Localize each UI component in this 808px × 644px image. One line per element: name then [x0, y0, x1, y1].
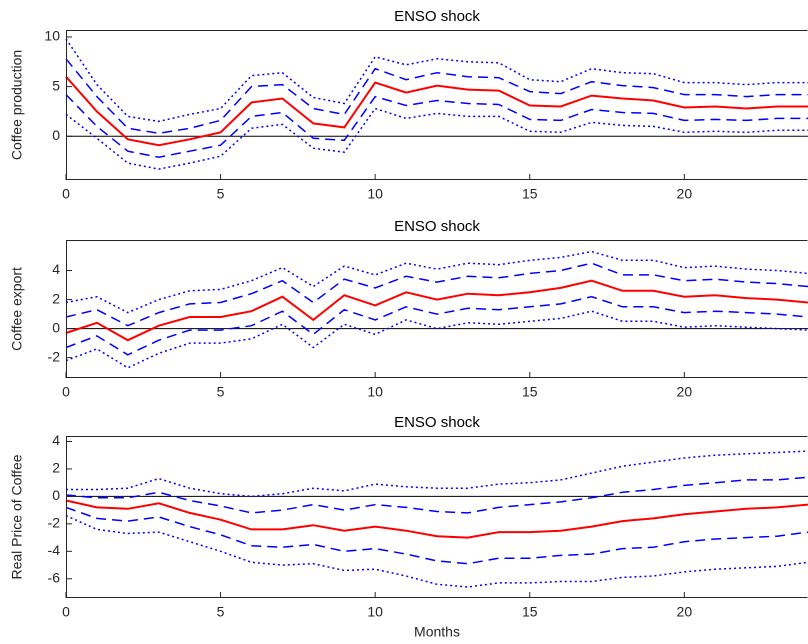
series-line — [65, 295, 808, 356]
x-tick-label: 5 — [217, 384, 225, 400]
x-tick-label: 10 — [367, 384, 383, 400]
y-tick-label: 0 — [52, 319, 60, 335]
series-line — [65, 250, 808, 314]
y-tick-label: -6 — [48, 569, 61, 585]
x-axis-label: Months — [414, 624, 460, 640]
series-line — [65, 310, 808, 369]
series-line — [65, 499, 808, 539]
series-line — [65, 476, 808, 514]
series-line — [65, 76, 808, 147]
chart-title: ENSO shock — [394, 8, 480, 25]
y-tick-label: 4 — [52, 261, 60, 277]
x-tick-label: 15 — [522, 604, 538, 620]
x-tick-label: 20 — [677, 186, 693, 202]
y-axis-label: Coffee export — [9, 267, 25, 351]
x-tick-label: 0 — [62, 384, 70, 400]
series-line — [65, 58, 808, 135]
y-tick-label: 0 — [52, 487, 60, 503]
x-tick-label: 5 — [217, 604, 225, 620]
series-line — [65, 279, 808, 342]
x-tick-label: 0 — [62, 604, 70, 620]
axes-box — [66, 436, 808, 598]
x-tick-label: 20 — [677, 604, 693, 620]
y-tick-label: 5 — [52, 77, 60, 93]
y-tick-label: -4 — [48, 542, 61, 558]
y-tick-label: 4 — [52, 432, 60, 448]
y-tick-label: 0 — [52, 127, 60, 143]
chart-title: ENSO shock — [394, 414, 480, 431]
series-line — [65, 107, 808, 170]
y-axis-label: Coffee production — [9, 50, 25, 160]
series-line — [65, 94, 808, 158]
x-tick-label: 0 — [62, 186, 70, 202]
series-line — [65, 262, 808, 327]
y-tick-label: 10 — [44, 28, 60, 44]
x-tick-label: 5 — [217, 186, 225, 202]
y-axis-label: Real Price of Coffee — [9, 454, 25, 579]
chart-title: ENSO shock — [394, 218, 480, 235]
series-line — [65, 514, 808, 588]
y-tick-label: 2 — [52, 290, 60, 306]
axes-box — [66, 240, 808, 378]
series-line — [66, 450, 808, 498]
x-tick-label: 10 — [367, 186, 383, 202]
series-line — [65, 506, 808, 565]
x-tick-label: 15 — [522, 384, 538, 400]
axes-box — [66, 30, 808, 180]
x-tick-label: 20 — [677, 384, 693, 400]
x-tick-label: 10 — [367, 604, 383, 620]
y-tick-label: -2 — [48, 515, 61, 531]
y-tick-label: 2 — [52, 460, 60, 476]
series-line — [65, 38, 808, 123]
y-tick-label: -2 — [48, 348, 61, 364]
x-tick-label: 15 — [522, 186, 538, 202]
